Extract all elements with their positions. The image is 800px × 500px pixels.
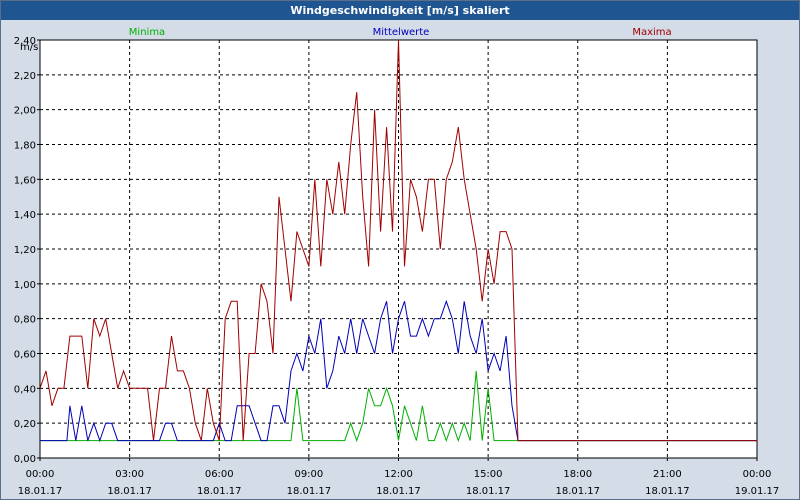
x-tick-time-label: 18:00 [563, 469, 592, 480]
x-tick-date-label: 18.01.17 [645, 486, 690, 497]
x-tick-time-label: 06:00 [205, 469, 234, 480]
y-tick-label: 2,40 [14, 36, 36, 47]
y-tick-label: 1,40 [14, 210, 36, 221]
y-tick-label: 1,60 [14, 175, 36, 186]
legend-label-mittelwerte: Mittelwerte [373, 27, 430, 38]
x-tick-date-label: 18.01.17 [197, 486, 242, 497]
y-tick-label: 0,80 [14, 315, 36, 326]
y-tick-label: 2,20 [14, 71, 36, 82]
x-tick-date-label: 19.01.17 [735, 486, 780, 497]
y-tick-label: 0,40 [14, 384, 36, 395]
series-line-maxima [39, 39, 757, 442]
y-axis: 0,00 0,20 0,40 0,60 0,80 1,00 1,20 1,40 1,60 1,80… [14, 36, 40, 465]
y-tick-label: 1,00 [14, 280, 36, 291]
x-tick-time-label: 00:00 [26, 469, 55, 480]
x-tick-time-label: 21:00 [653, 469, 682, 480]
series-lines [39, 39, 757, 443]
x-tick-date-label: 18.01.17 [18, 486, 63, 497]
series-line-minima [40, 370, 757, 443]
y-tick-label: 0,20 [14, 419, 36, 430]
chart-title: Windgeschwindigkeit [m/s] skaliert [1, 1, 799, 20]
y-axis-label: m/s [20, 42, 38, 53]
x-tick-time-label: 09:00 [294, 469, 323, 480]
series-line-mittelwerte [40, 299, 757, 443]
x-tick-date-label: 18.01.17 [555, 486, 600, 497]
y-tick-label: 0,60 [14, 350, 36, 361]
x-tick-time-label: 00:00 [743, 469, 772, 480]
x-axis: 00:00 18.01.17 03:00 18.01.17 06:00 18.01.17 0… [18, 458, 780, 497]
y-tick-label: 1,80 [14, 141, 36, 152]
legend-label-minima: Minima [129, 27, 165, 38]
y-tick-label: 2,00 [14, 106, 36, 117]
legend: Minima Mittelwerte Maxima [129, 27, 672, 38]
x-tick-time-label: 15:00 [474, 469, 503, 480]
legend-label-maxima: Maxima [632, 27, 671, 38]
y-tick-label: 0,00 [14, 454, 36, 465]
x-tick-date-label: 18.01.17 [466, 486, 511, 497]
x-tick-time-label: 03:00 [115, 469, 144, 480]
x-tick-date-label: 18.01.17 [376, 486, 421, 497]
x-tick-time-label: 12:00 [384, 469, 413, 480]
x-tick-date-label: 18.01.17 [107, 486, 152, 497]
x-tick-date-label: 18.01.17 [287, 486, 332, 497]
y-tick-label: 1,20 [14, 245, 36, 256]
